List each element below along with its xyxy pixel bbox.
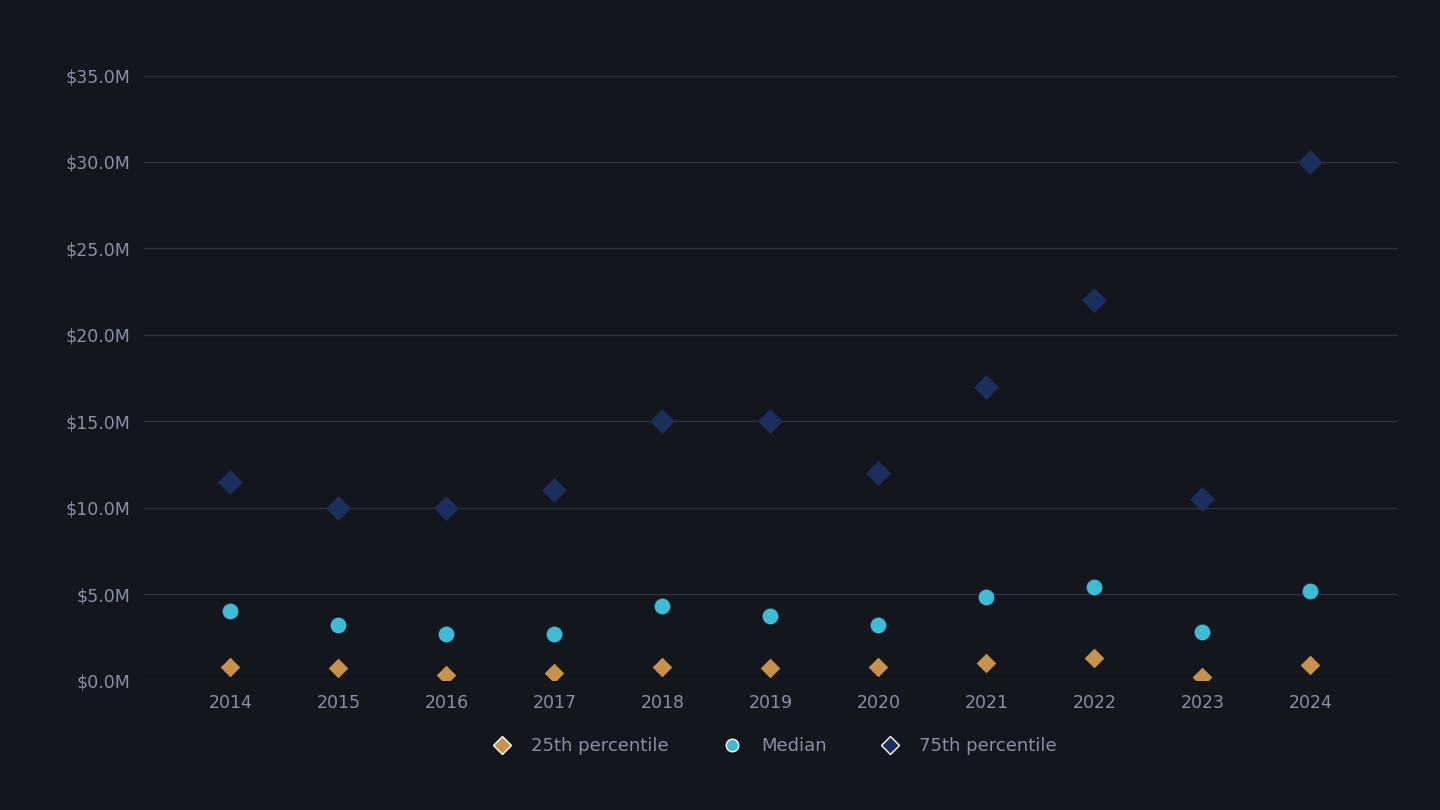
Point [219, 605, 242, 618]
Point [1299, 584, 1322, 597]
Point [219, 660, 242, 673]
Point [435, 627, 458, 640]
Point [1299, 659, 1322, 671]
Point [1191, 671, 1214, 684]
Point [1191, 492, 1214, 505]
Point [759, 610, 782, 623]
Point [975, 591, 998, 604]
Point [543, 484, 566, 497]
Point [1083, 651, 1106, 664]
Point [1299, 156, 1322, 168]
Point [435, 501, 458, 514]
Point [867, 660, 890, 673]
Point [327, 501, 350, 514]
Point [543, 627, 566, 640]
Point [435, 669, 458, 682]
Point [327, 662, 350, 675]
Point [1083, 294, 1106, 307]
Point [867, 467, 890, 480]
Point [651, 415, 674, 428]
Point [543, 667, 566, 680]
Point [1191, 625, 1214, 638]
Point [1083, 581, 1106, 594]
Legend: 25th percentile, Median, 75th percentile: 25th percentile, Median, 75th percentile [477, 730, 1064, 762]
Point [759, 662, 782, 675]
Point [219, 475, 242, 488]
Point [867, 619, 890, 632]
Point [975, 657, 998, 670]
Point [975, 380, 998, 393]
Point [327, 619, 350, 632]
Point [651, 660, 674, 673]
Point [651, 599, 674, 612]
Point [759, 415, 782, 428]
